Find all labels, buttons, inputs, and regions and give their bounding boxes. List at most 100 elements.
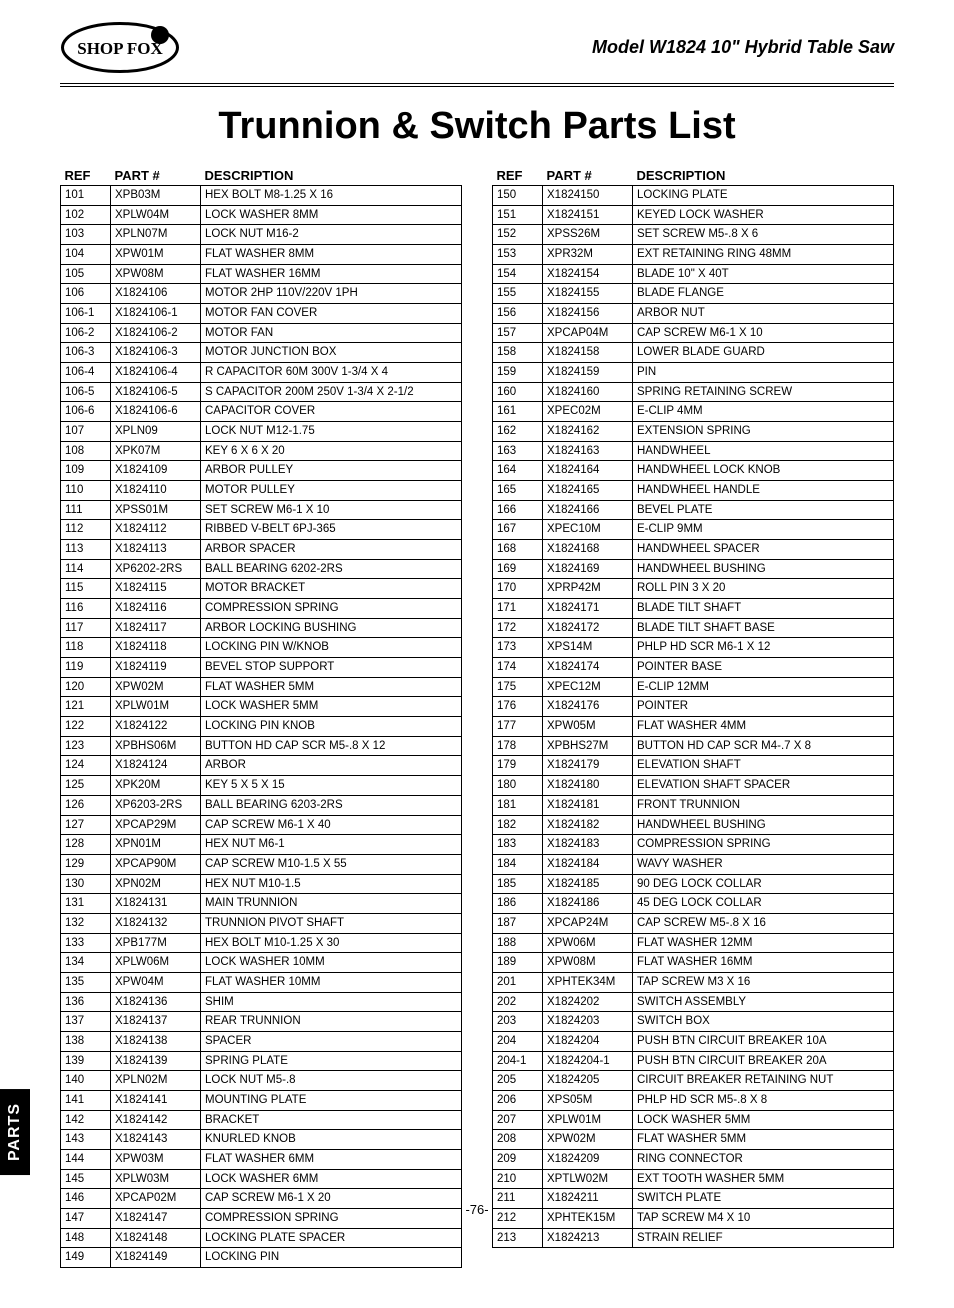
table-row: 115X1824115MOTOR BRACKET (61, 579, 462, 599)
cell-part: XPW01M (111, 245, 201, 265)
cell-ref: 108 (61, 441, 111, 461)
cell-part: X1824163 (543, 441, 633, 461)
table-row: 161XPEC02ME-CLIP 4MM (493, 402, 894, 422)
cell-ref: 118 (61, 638, 111, 658)
table-row: 110X1824110MOTOR PULLEY (61, 481, 462, 501)
cell-part: XPW04M (111, 972, 201, 992)
cell-part: XPW02M (111, 677, 201, 697)
cell-desc: BUTTON HD CAP SCR M5-.8 X 12 (201, 736, 462, 756)
table-row: 106-6X1824106-6CAPACITOR COVER (61, 402, 462, 422)
table-row: 211X1824211SWITCH PLATE (493, 1189, 894, 1209)
cell-desc: SWITCH BOX (633, 1012, 894, 1032)
cell-part: X1824138 (111, 1031, 201, 1051)
cell-part: X1824142 (111, 1110, 201, 1130)
cell-ref: 153 (493, 245, 543, 265)
cell-desc: LOCK WASHER 10MM (201, 953, 462, 973)
table-row: 159X1824159PIN (493, 363, 894, 383)
table-row: 116X1824116COMPRESSION SPRING (61, 599, 462, 619)
cell-desc: HANDWHEEL BUSHING (633, 815, 894, 835)
cell-desc: POINTER (633, 697, 894, 717)
cell-desc: ELEVATION SHAFT (633, 756, 894, 776)
cell-desc: E-CLIP 9MM (633, 520, 894, 540)
table-row: 204-1X1824204-1PUSH BTN CIRCUIT BREAKER … (493, 1051, 894, 1071)
cell-ref: 176 (493, 697, 543, 717)
table-row: 129XPCAP90MCAP SCREW M10-1.5 X 55 (61, 854, 462, 874)
cell-desc: LOCKING PLATE (633, 186, 894, 206)
cell-desc: FLAT WASHER 6MM (201, 1149, 462, 1169)
cell-ref: 166 (493, 500, 543, 520)
cell-ref: 102 (61, 205, 111, 225)
cell-ref: 137 (61, 1012, 111, 1032)
table-row: 106-2X1824106-2MOTOR FAN (61, 323, 462, 343)
cell-ref: 128 (61, 835, 111, 855)
cell-ref: 103 (61, 225, 111, 245)
cell-part: XPBHS27M (543, 736, 633, 756)
cell-desc: SWITCH ASSEMBLY (633, 992, 894, 1012)
cell-desc: FLAT WASHER 8MM (201, 245, 462, 265)
cell-desc: CAP SCREW M6-1 X 10 (633, 323, 894, 343)
cell-part: X1824106-5 (111, 382, 201, 402)
cell-desc: LOCKING PIN KNOB (201, 717, 462, 737)
cell-ref: 145 (61, 1169, 111, 1189)
cell-ref: 164 (493, 461, 543, 481)
table-row: 157XPCAP04MCAP SCREW M6-1 X 10 (493, 323, 894, 343)
cell-desc: BLADE TILT SHAFT BASE (633, 618, 894, 638)
cell-part: X1824149 (111, 1248, 201, 1268)
right-column: REF PART # DESCRIPTION 150X1824150LOCKIN… (492, 166, 894, 1268)
table-row: 130XPN02MHEX NUT M10-1.5 (61, 874, 462, 894)
cell-part: X1824176 (543, 697, 633, 717)
cell-part: X1824172 (543, 618, 633, 638)
cell-part: X1824204-1 (543, 1051, 633, 1071)
cell-ref: 159 (493, 363, 543, 383)
cell-part: X1824166 (543, 500, 633, 520)
table-row: 119X1824119BEVEL STOP SUPPORT (61, 658, 462, 678)
cell-part: XPTLW02M (543, 1169, 633, 1189)
table-row: 126XP6203-2RSBALL BEARING 6203-2RS (61, 795, 462, 815)
cell-desc: LOWER BLADE GUARD (633, 343, 894, 363)
cell-ref: 174 (493, 658, 543, 678)
cell-desc: PUSH BTN CIRCUIT BREAKER 10A (633, 1031, 894, 1051)
cell-ref: 107 (61, 422, 111, 442)
cell-part: X1824159 (543, 363, 633, 383)
table-row: 106-3X1824106-3MOTOR JUNCTION BOX (61, 343, 462, 363)
table-row: 160X1824160SPRING RETAINING SCREW (493, 382, 894, 402)
cell-desc: FLAT WASHER 4MM (633, 717, 894, 737)
cell-desc: SPACER (201, 1031, 462, 1051)
cell-desc: S CAPACITOR 200M 250V 1-3/4 X 2-1/2 (201, 382, 462, 402)
table-row: 134XPLW06MLOCK WASHER 10MM (61, 953, 462, 973)
cell-ref: 106-2 (61, 323, 111, 343)
table-row: 146XPCAP02MCAP SCREW M6-1 X 20 (61, 1189, 462, 1209)
cell-ref: 204 (493, 1031, 543, 1051)
cell-desc: HEX BOLT M8-1.25 X 16 (201, 186, 462, 206)
table-row: 118X1824118LOCKING PIN W/KNOB (61, 638, 462, 658)
cell-part: XPLW04M (111, 205, 201, 225)
table-row: 145XPLW03MLOCK WASHER 6MM (61, 1169, 462, 1189)
cell-part: XPW08M (543, 953, 633, 973)
table-row: 122X1824122LOCKING PIN KNOB (61, 717, 462, 737)
cell-ref: 129 (61, 854, 111, 874)
cell-desc: MOTOR PULLEY (201, 481, 462, 501)
cell-ref: 160 (493, 382, 543, 402)
cell-part: X1824106-3 (111, 343, 201, 363)
cell-desc: BLADE FLANGE (633, 284, 894, 304)
cell-part: XPLN09 (111, 422, 201, 442)
cell-part: X1824205 (543, 1071, 633, 1091)
cell-part: XPEC02M (543, 402, 633, 422)
cell-ref: 138 (61, 1031, 111, 1051)
cell-ref: 142 (61, 1110, 111, 1130)
cell-desc: CAP SCREW M5-.8 X 16 (633, 913, 894, 933)
table-row: 106-1X1824106-1MOTOR FAN COVER (61, 304, 462, 324)
cell-ref: 149 (61, 1248, 111, 1268)
cell-part: X1824106-2 (111, 323, 201, 343)
cell-part: X1824115 (111, 579, 201, 599)
cell-desc: LOCK NUT M12-1.75 (201, 422, 462, 442)
cell-desc: SPRING PLATE (201, 1051, 462, 1071)
table-row: 201XPHTEK34MTAP SCREW M3 X 16 (493, 972, 894, 992)
table-row: 166X1824166BEVEL PLATE (493, 500, 894, 520)
cell-part: X1824106-1 (111, 304, 201, 324)
cell-desc: LOCK WASHER 5MM (201, 697, 462, 717)
model-label: Model W1824 10" Hybrid Table Saw (592, 37, 894, 58)
cell-part: X1824174 (543, 658, 633, 678)
cell-desc: R CAPACITOR 60M 300V 1-3/4 X 4 (201, 363, 462, 383)
cell-desc: FLAT WASHER 16MM (201, 264, 462, 284)
